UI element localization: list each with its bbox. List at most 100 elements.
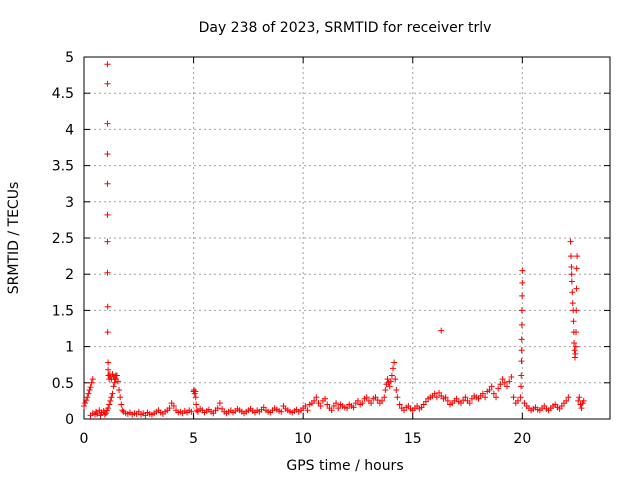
data-point	[363, 394, 370, 401]
data-point	[101, 411, 108, 418]
x-tick-label: 15	[404, 431, 422, 447]
data-point	[111, 376, 118, 383]
data-point	[104, 151, 111, 158]
data-point	[394, 394, 401, 401]
data-point	[514, 397, 521, 404]
data-point	[519, 292, 526, 299]
data-point	[569, 300, 576, 307]
data-point	[386, 383, 393, 390]
data-point	[193, 401, 200, 408]
data-point	[497, 381, 504, 388]
data-point	[567, 238, 574, 245]
y-tick-label: 2	[65, 267, 74, 283]
data-point	[105, 405, 112, 412]
data-point	[392, 376, 399, 383]
data-point	[573, 307, 580, 314]
data-point	[302, 402, 309, 409]
x-tick-label: 5	[189, 431, 198, 447]
data-point	[166, 405, 173, 412]
data-point	[88, 379, 95, 386]
data-point	[479, 390, 486, 397]
data-point	[573, 265, 580, 272]
data-point	[490, 390, 497, 397]
data-point	[391, 359, 398, 366]
data-point	[518, 347, 525, 354]
data-point	[191, 387, 198, 394]
y-tick-label: 3	[65, 195, 74, 211]
y-tick-label: 3.5	[52, 159, 74, 175]
data-point	[117, 394, 124, 401]
data-point	[510, 394, 517, 401]
data-point	[108, 394, 115, 401]
data-points	[81, 61, 587, 419]
data-point	[571, 347, 578, 354]
data-point	[488, 383, 495, 390]
data-point	[368, 400, 375, 407]
data-point	[438, 327, 445, 334]
data-point	[333, 400, 340, 407]
data-point	[570, 318, 577, 325]
data-point	[107, 397, 114, 404]
data-point	[508, 374, 515, 381]
axes: 0 0.5 1 1.5 2 2.5 3 3.5 4 4.5 5 0 5 10 15 20	[52, 50, 611, 447]
data-point	[572, 343, 579, 350]
data-point	[388, 372, 395, 379]
data-point	[574, 253, 581, 260]
x-tick-label: 0	[80, 431, 89, 447]
data-point	[506, 378, 513, 385]
data-point	[214, 405, 221, 412]
data-point	[503, 383, 510, 390]
data-point	[578, 405, 585, 412]
data-point	[170, 402, 177, 409]
data-point	[119, 407, 126, 414]
data-point	[580, 397, 587, 404]
plot-frame	[83, 56, 611, 420]
data-point	[104, 80, 111, 87]
data-point	[571, 339, 578, 346]
data-point	[486, 387, 493, 394]
data-point	[569, 289, 576, 296]
data-point	[518, 372, 525, 379]
data-point	[104, 61, 111, 68]
data-point	[86, 387, 93, 394]
data-point	[94, 410, 101, 417]
data-point	[444, 397, 451, 404]
x-axis-label: GPS time / hours	[286, 458, 403, 474]
data-point	[568, 278, 575, 285]
data-point	[565, 394, 572, 401]
data-point	[104, 180, 111, 187]
data-point	[390, 365, 397, 372]
data-point	[109, 371, 116, 378]
data-point	[518, 336, 525, 343]
data-point	[87, 384, 94, 391]
data-point	[105, 359, 112, 366]
data-point	[84, 394, 91, 401]
data-point	[567, 253, 574, 260]
data-point	[85, 390, 92, 397]
data-point	[97, 412, 104, 419]
y-tick-label: 4.5	[52, 86, 74, 102]
data-point	[116, 387, 123, 394]
data-point	[104, 120, 111, 127]
data-point	[110, 383, 117, 390]
data-point	[216, 400, 223, 407]
data-point	[433, 394, 440, 401]
data-point	[82, 400, 89, 407]
data-point	[501, 379, 508, 386]
data-point	[328, 407, 335, 414]
data-point	[311, 397, 318, 404]
data-point	[324, 401, 331, 408]
data-point	[493, 394, 500, 401]
data-point	[109, 390, 116, 397]
data-point	[393, 387, 400, 394]
data-point	[344, 405, 350, 412]
data-point	[104, 329, 111, 336]
data-point	[317, 402, 324, 409]
data-point	[572, 350, 579, 357]
data-point	[335, 405, 342, 412]
data-point	[354, 397, 361, 404]
data-point	[188, 408, 195, 415]
data-point	[83, 397, 90, 404]
